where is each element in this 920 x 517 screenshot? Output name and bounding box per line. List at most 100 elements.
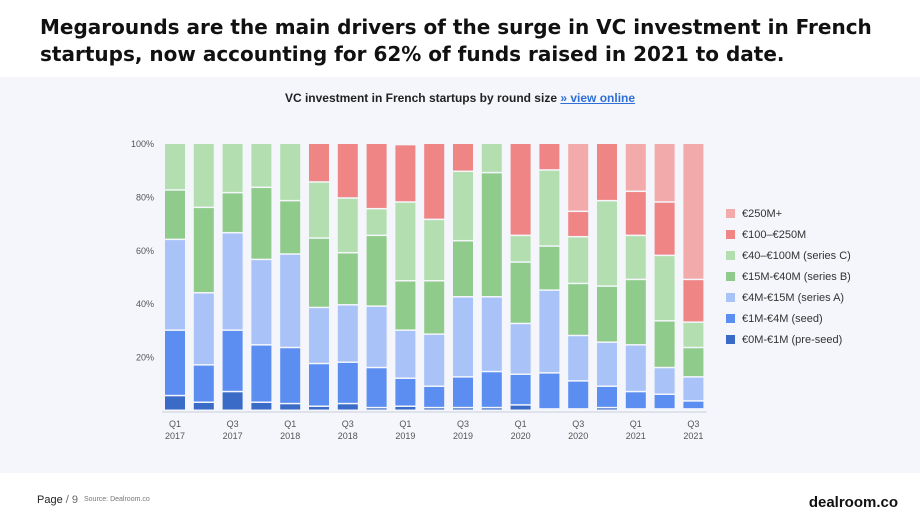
bar-segment-3 [481,297,502,371]
bar-segment-2 [165,330,185,395]
bar-segment-3 [337,305,358,362]
legend-swatch [726,272,735,281]
x-tick-label-year: 2021 [683,431,703,441]
legend-swatch [726,293,735,302]
bar-segment-2 [309,364,329,406]
bar-segment-4 [165,190,185,239]
bar-segment-4 [625,280,646,345]
bar-segment-4 [395,281,416,330]
bar-segment-1 [395,406,416,410]
legend-label: €4M-€15M (series A) [742,291,845,304]
bar-segment-4 [568,284,589,335]
bar-segment-6 [625,192,646,235]
bar-segment-4 [481,173,502,297]
chart-title: VC investment in French startups by roun… [0,91,920,105]
bar-segment-2 [193,365,214,402]
bar-segment-6 [366,144,387,208]
bar-segment-2 [539,373,560,409]
bar-segment-6 [597,144,617,200]
bar-segment-4 [309,238,329,307]
legend-swatch [726,335,735,344]
bar-segment-1 [424,408,445,410]
bar-segment-5 [510,236,531,262]
bar-segment-5 [337,198,358,252]
bar-segment-3 [597,342,617,386]
bar-segment-1 [251,402,272,410]
legend-item: €1M-€4M (seed) [726,308,851,329]
page-indicator: Page / 9 [37,494,78,506]
x-tick-label-quarter: Q1 [284,419,296,429]
bar-segment-5 [309,182,329,238]
bar-segment-3 [309,308,329,363]
bar-segment-6 [654,202,675,255]
bar-segment-3 [366,306,387,367]
bar-segment-5 [568,237,589,283]
x-tick-label-quarter: Q1 [630,419,642,429]
bar-segment-5 [165,144,185,190]
bar-segment-3 [280,254,301,347]
bar-segment-2 [597,386,617,407]
bar-segment-1 [222,392,243,410]
bar-segment-2 [568,381,589,409]
bar-segment-4 [337,253,358,305]
bar-segment-5 [683,322,704,347]
x-tick-label-quarter: Q1 [169,419,181,429]
bar-segment-7 [654,144,675,202]
legend-item: €250M+ [726,203,851,224]
bar-segment-4 [280,201,301,254]
bar-segment-3 [510,324,531,374]
bar-segment-2 [222,330,243,391]
bar-segment-5 [366,209,387,235]
legend-swatch [726,230,735,239]
bar-segment-5 [481,144,502,172]
bar-segment-4 [539,246,560,290]
legend-label: €1M-€4M (seed) [742,312,823,325]
bar-segment-1 [309,406,329,410]
bar-segment-2 [453,377,473,407]
bar-segment-2 [481,372,502,407]
bar-segment-6 [424,144,445,219]
bar-segment-5 [453,172,473,240]
bar-segment-3 [193,293,214,365]
bar-segment-3 [683,377,704,401]
legend-item: €15M-€40M (series B) [726,266,851,287]
bar-segment-5 [654,256,675,321]
bar-segment-3 [539,290,560,373]
bar-segment-5 [597,201,617,286]
bar-segment-4 [424,281,445,334]
bar-segment-4 [654,321,675,367]
bar-segment-7 [683,144,704,279]
chart-panel: 20% 40% 60% 80% 100% Q1 2017 Q3 2017 Q1 2018 Q3 2018… [0,77,920,473]
bar-segment-7 [568,144,589,211]
bar-segment-7 [625,144,646,191]
page-number: / 9 [65,494,78,506]
legend-item: €4M-€15M (series A) [726,287,851,308]
bar-segment-1 [165,396,185,410]
bar-segment-1 [481,408,502,410]
bar-segment-5 [251,144,272,187]
bar-segment-5 [222,144,243,192]
bar-segment-4 [683,348,704,377]
y-tick-label: 40% [136,299,154,309]
bar-segment-4 [453,241,473,297]
bar-segment-5 [424,220,445,281]
x-tick-label-quarter: Q3 [227,419,239,429]
x-tick-label-year: 2018 [338,431,358,441]
bar-segment-6 [683,280,704,322]
x-tick-label-quarter: Q3 [342,419,354,429]
x-tick-label-year: 2020 [568,431,588,441]
view-online-link[interactable]: » view online [560,91,636,105]
bar-segment-2 [366,368,387,407]
bar-segment-6 [568,212,589,236]
bar-segment-3 [251,260,272,345]
bar-segment-4 [510,262,531,323]
y-tick-label: 80% [136,192,154,202]
bar-segment-2 [280,348,301,403]
brand-logo: dealroom.co [808,494,898,511]
legend-label: €0M-€1M (pre-seed) [742,333,843,346]
bar-segment-4 [366,236,387,306]
y-tick-label: 20% [136,353,154,363]
bar-segment-1 [453,408,473,410]
legend-label: €250M+ [742,207,783,220]
x-tick-label-quarter: Q1 [515,419,527,429]
